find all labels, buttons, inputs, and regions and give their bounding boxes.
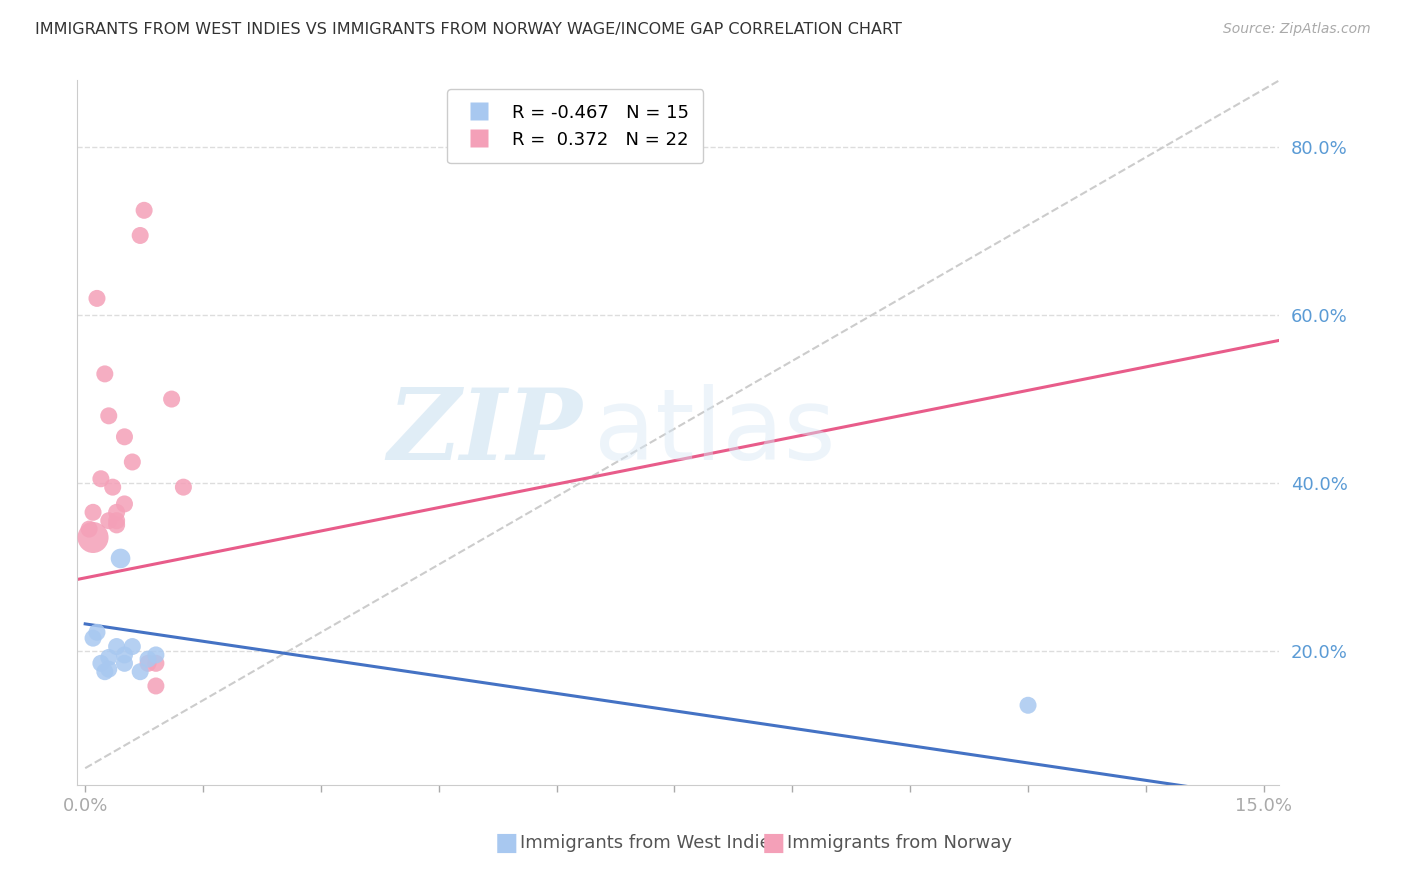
Point <box>145 648 167 662</box>
Point <box>77 522 100 536</box>
Point <box>97 514 120 528</box>
Point <box>97 662 120 676</box>
Text: Immigrants from Norway: Immigrants from Norway <box>787 834 1012 852</box>
Point <box>105 505 128 519</box>
Point <box>121 455 143 469</box>
Text: ZIP: ZIP <box>387 384 582 481</box>
Point <box>145 679 167 693</box>
Point <box>172 480 194 494</box>
Text: Source: ZipAtlas.com: Source: ZipAtlas.com <box>1223 22 1371 37</box>
Point <box>97 650 120 665</box>
Text: ■: ■ <box>762 831 785 855</box>
Text: atlas: atlas <box>595 384 837 481</box>
Point <box>90 472 112 486</box>
Text: Immigrants from West Indies: Immigrants from West Indies <box>520 834 780 852</box>
Point <box>129 665 152 679</box>
Point <box>1017 698 1039 713</box>
Point <box>82 505 104 519</box>
Point <box>105 517 128 532</box>
Point <box>94 665 117 679</box>
Point <box>114 430 136 444</box>
Point <box>86 292 108 306</box>
Point <box>105 640 128 654</box>
Point <box>114 648 136 662</box>
Point <box>82 631 104 645</box>
Point <box>90 657 112 671</box>
Point <box>132 203 156 218</box>
Point <box>114 497 136 511</box>
Point <box>114 657 136 671</box>
Point <box>136 652 159 666</box>
Point <box>82 531 104 545</box>
Point <box>160 392 183 406</box>
Point <box>97 409 120 423</box>
Point <box>94 367 117 381</box>
Point <box>86 625 108 640</box>
Point <box>129 228 152 243</box>
Point <box>101 480 124 494</box>
Text: IMMIGRANTS FROM WEST INDIES VS IMMIGRANTS FROM NORWAY WAGE/INCOME GAP CORRELATIO: IMMIGRANTS FROM WEST INDIES VS IMMIGRANT… <box>35 22 903 37</box>
Point <box>136 657 159 671</box>
Point <box>105 514 128 528</box>
Point <box>110 551 132 566</box>
Legend: R = -0.467   N = 15, R =  0.372   N = 22: R = -0.467 N = 15, R = 0.372 N = 22 <box>447 89 703 163</box>
Point <box>145 657 167 671</box>
Point <box>121 640 143 654</box>
Text: ■: ■ <box>495 831 517 855</box>
